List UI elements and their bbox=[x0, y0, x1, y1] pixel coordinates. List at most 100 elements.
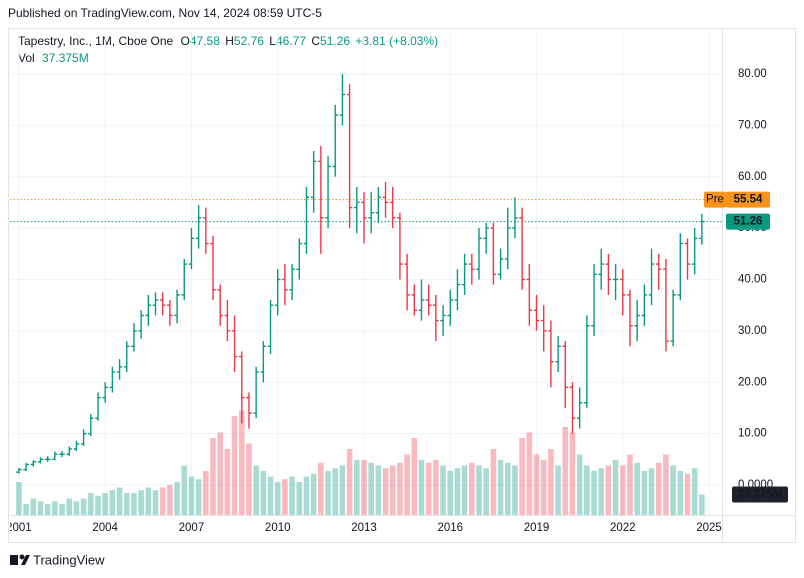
volume-bar bbox=[490, 449, 497, 515]
volume-bar bbox=[145, 487, 152, 515]
volume-bar bbox=[677, 471, 684, 515]
volume-bar bbox=[274, 482, 281, 515]
quote-line: Tapestry, Inc., 1M, Cboe One O47.58 H52.… bbox=[18, 34, 438, 48]
volume-key: Vol bbox=[18, 51, 35, 65]
volume-bar bbox=[425, 462, 432, 515]
volume-bar bbox=[174, 482, 180, 515]
volume-bar bbox=[389, 465, 396, 515]
volume-bar bbox=[253, 465, 259, 515]
volume-bar bbox=[641, 471, 648, 515]
volume-bar bbox=[605, 465, 612, 515]
price-tag bbox=[704, 191, 726, 208]
logo-mark bbox=[21, 555, 30, 565]
volume-bar bbox=[526, 432, 533, 515]
price-tag-value: 51.26 bbox=[734, 216, 763, 228]
volume-bar bbox=[368, 462, 374, 515]
volume-bar bbox=[699, 494, 705, 515]
x-tick-label: 2025 bbox=[696, 522, 722, 534]
volume-bar bbox=[195, 479, 202, 515]
volume-bar bbox=[303, 476, 310, 515]
volume-bar bbox=[454, 468, 461, 515]
volume-bar bbox=[102, 493, 108, 515]
price-tag-label: Pre bbox=[706, 194, 724, 206]
volume-bar bbox=[267, 476, 274, 515]
price-tag bbox=[726, 213, 770, 230]
volume-bar bbox=[88, 493, 94, 515]
volume-bar bbox=[73, 501, 80, 515]
price-tag-value: 55.54 bbox=[734, 194, 763, 206]
volume-bar bbox=[447, 471, 454, 515]
volume-bar bbox=[411, 438, 418, 515]
published-note: Published on TradingView.com, Nov 14, 20… bbox=[8, 6, 322, 20]
x-tick-label: 2019 bbox=[524, 522, 550, 534]
volume-bar bbox=[131, 493, 137, 515]
quote-value: 52.76 bbox=[234, 34, 264, 48]
volume-bar bbox=[469, 462, 475, 515]
volume-bar bbox=[418, 460, 425, 515]
quote-key: H bbox=[225, 34, 234, 48]
volume-bar bbox=[167, 484, 173, 515]
volume-bar bbox=[648, 468, 655, 515]
quote-value: 46.77 bbox=[276, 34, 306, 48]
quote-key: C bbox=[311, 34, 320, 48]
y-tick-label: 40.00 bbox=[738, 274, 767, 286]
volume-bar bbox=[217, 432, 224, 515]
volume-bar bbox=[310, 473, 317, 515]
y-tick-label: 20.00 bbox=[738, 376, 767, 388]
quote-key: O bbox=[181, 34, 190, 48]
volume-bar bbox=[210, 438, 216, 515]
volume-bar bbox=[404, 454, 410, 515]
volume-bar bbox=[540, 460, 547, 515]
volume-bar bbox=[461, 465, 468, 515]
x-tick-label: 2007 bbox=[179, 522, 205, 534]
volume-bar bbox=[95, 495, 101, 515]
y-tick-label: 80.00 bbox=[738, 68, 767, 80]
quote-key: L bbox=[269, 34, 276, 48]
volume-bar bbox=[569, 432, 576, 515]
x-labels: 2001 2004 2007 2010 2013 2016 2019 2022 2025 bbox=[6, 522, 722, 534]
brand: TradingView bbox=[33, 552, 105, 567]
volume-bar bbox=[619, 465, 626, 515]
chart-frame bbox=[8, 28, 796, 543]
volume-bar bbox=[260, 471, 267, 515]
volume-bar bbox=[346, 449, 353, 515]
logo-mark bbox=[10, 555, 18, 565]
volume-bar bbox=[224, 449, 231, 515]
volume-bar bbox=[325, 471, 331, 515]
volume-bar bbox=[339, 465, 346, 515]
x-tick-label: 2004 bbox=[92, 522, 118, 534]
logo: TradingView bbox=[10, 552, 105, 567]
quote-value: 51.26 bbox=[320, 34, 350, 48]
volume-bar bbox=[30, 498, 37, 515]
y-tick-label: 70.00 bbox=[738, 119, 767, 131]
volume-bar bbox=[497, 460, 504, 515]
y-tick-label: 10.00 bbox=[738, 428, 767, 440]
volume-bar bbox=[16, 482, 22, 515]
volume-bar bbox=[612, 460, 619, 515]
volume-tag-label: 37.375M bbox=[738, 488, 783, 500]
volume-bar bbox=[382, 468, 389, 515]
volume-bar bbox=[576, 454, 583, 515]
volume-tag bbox=[732, 486, 788, 503]
volume-bar bbox=[555, 465, 561, 515]
volume-bar bbox=[591, 471, 597, 515]
volume-bar bbox=[80, 498, 87, 515]
volume-bar bbox=[375, 465, 382, 515]
x-tick-label: 2001 bbox=[6, 522, 32, 534]
volume-bar bbox=[433, 460, 439, 515]
volume-bar bbox=[584, 465, 590, 515]
y-tick-label: 60.00 bbox=[738, 171, 767, 183]
volume-bar bbox=[296, 482, 303, 515]
volume-bar bbox=[353, 460, 360, 515]
volume-bar bbox=[203, 471, 209, 515]
x-tick-label: 2010 bbox=[265, 522, 291, 534]
volume-bar bbox=[23, 504, 29, 515]
logo-mark bbox=[19, 554, 25, 560]
volume-bar bbox=[181, 465, 188, 515]
volume-bar bbox=[318, 462, 324, 515]
volume-bar bbox=[634, 462, 640, 515]
volume-bar bbox=[504, 462, 511, 515]
volume-bar bbox=[598, 468, 605, 515]
